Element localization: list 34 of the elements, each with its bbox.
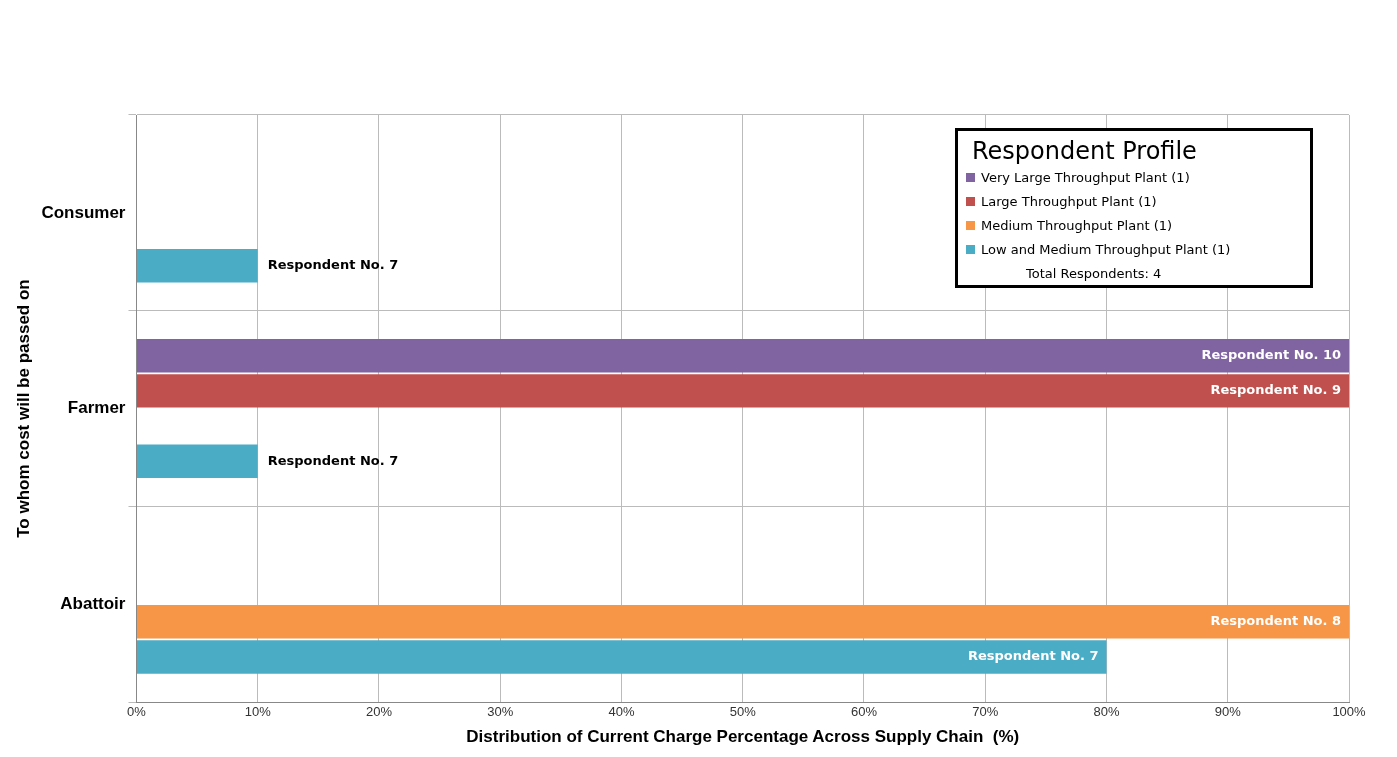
y-tick-label: Farmer <box>67 398 126 418</box>
annotation: Total Respondents: 4 <box>1026 266 1163 281</box>
y-axis-title: To whom cost will be passed on <box>13 279 33 538</box>
x-axis-title: Distribution of Current Charge Percentage Across Supply Chain (%) <box>466 727 1020 747</box>
y-tick-label: Abattoir <box>60 593 126 613</box>
x-tick-label: 20% <box>365 704 393 720</box>
bar <box>136 444 258 479</box>
annotation: Respondent No. 9 <box>1210 382 1341 398</box>
x-tick-label: 50% <box>729 704 757 720</box>
annotation: Respondent No. 10 <box>1201 347 1341 363</box>
bar <box>136 248 258 283</box>
x-tick-label: 10% <box>244 704 272 720</box>
legend-label: Very Large Throughput Plant (1) <box>980 170 1191 185</box>
legend-label: Medium Throughput Plant (1) <box>980 218 1174 233</box>
legend-title: Respondent Profile <box>972 137 1198 165</box>
bar <box>136 605 1349 639</box>
annotation: Respondent No. 7 <box>267 452 399 468</box>
x-tick-label: 40% <box>608 704 635 720</box>
x-tick-label: 90% <box>1214 704 1242 720</box>
y-tick-label: Consumer <box>41 202 126 222</box>
x-tick-label: 100% <box>1332 704 1367 720</box>
legend-label: Large Throughput Plant (1) <box>980 194 1158 209</box>
x-tick-label: 70% <box>972 704 999 720</box>
x-tick-label: 60% <box>850 704 878 720</box>
x-tick-label: 0% <box>127 704 147 720</box>
bar <box>136 374 1349 408</box>
annotation: Respondent No. 7 <box>967 648 1099 664</box>
x-tick-label: 30% <box>487 704 514 720</box>
x-tick-label: 80% <box>1093 704 1120 720</box>
annotation: Respondent No. 8 <box>1210 613 1341 629</box>
annotation: Respondent No. 7 <box>267 257 399 273</box>
bar <box>136 338 1349 373</box>
legend-label: Low and Medium Throughput Plant (1) <box>980 242 1232 257</box>
bar <box>136 640 1107 674</box>
